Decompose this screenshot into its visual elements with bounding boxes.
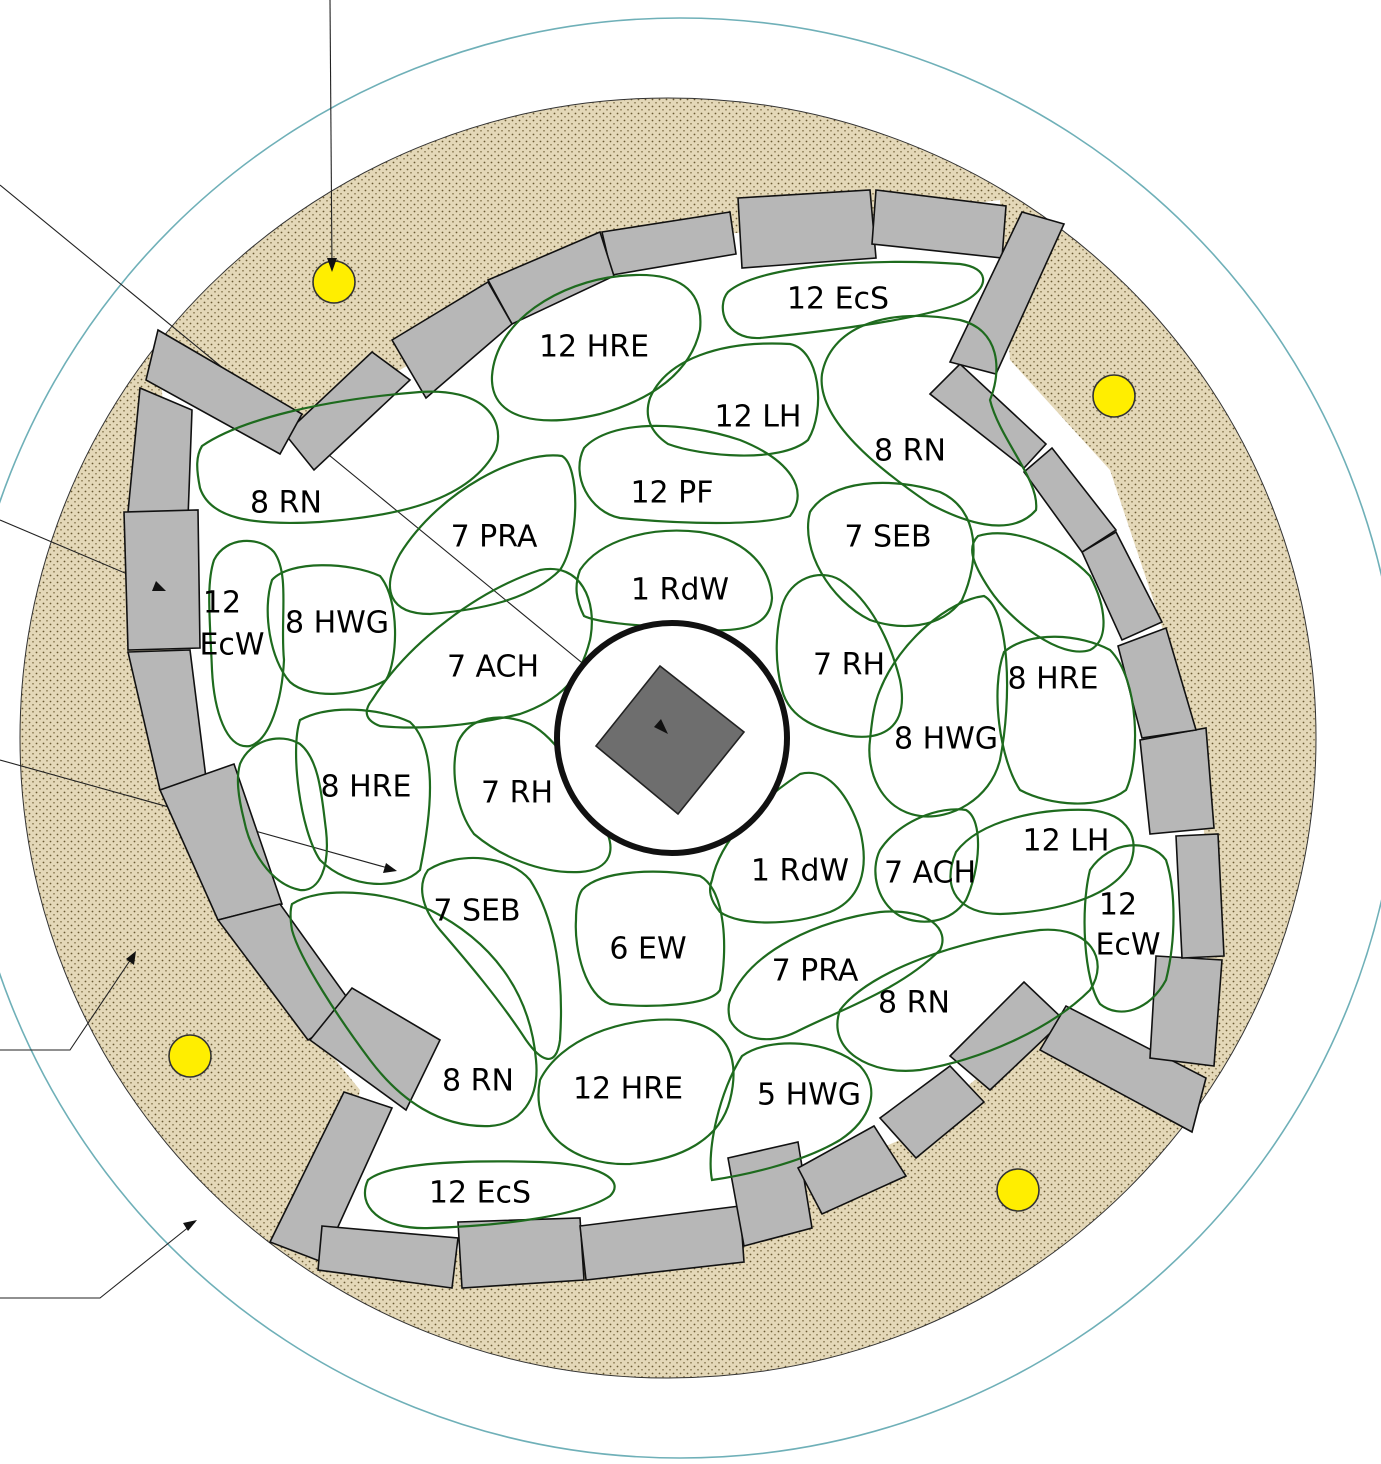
- wall-stone: [158, 762, 284, 921]
- bed-label: 7 SEB: [844, 520, 931, 555]
- bed-label: 12 PF: [630, 476, 713, 511]
- drift-outline: [289, 891, 538, 1128]
- drift-outline: [388, 454, 577, 616]
- wall-stone: [1038, 1004, 1207, 1134]
- wall-stone: [737, 189, 877, 269]
- wall-stone: [283, 350, 412, 472]
- drift-outline: [236, 737, 328, 892]
- center-square: [594, 664, 746, 816]
- drift-outline: [537, 1018, 735, 1166]
- wall-stone: [127, 386, 193, 519]
- bed-label: 12 HRE: [573, 1072, 683, 1107]
- boulder-marker: [996, 1168, 1040, 1212]
- drift-outline: [775, 573, 903, 738]
- drift-outline: [574, 870, 726, 1007]
- stone-wall: [123, 189, 1225, 1289]
- drift-outline: [971, 532, 1105, 653]
- drift-outline: [836, 928, 1099, 1072]
- arrowhead: [183, 1220, 197, 1231]
- drift-outline: [868, 594, 1009, 818]
- bed-label: 8 RN: [442, 1064, 514, 1099]
- bed-label: 7 ACH: [884, 856, 976, 891]
- boulder-marker: [312, 260, 356, 304]
- arrowhead: [654, 719, 668, 734]
- wall-stone: [727, 1141, 813, 1247]
- drift-outline: [949, 808, 1135, 916]
- bed-label: 6 EW: [609, 932, 686, 967]
- drift-outline: [208, 539, 286, 748]
- bed-label: 7 RH: [813, 648, 885, 683]
- drift-outline: [820, 314, 1038, 527]
- drift-outline: [490, 273, 702, 422]
- wall-stone: [878, 1064, 986, 1160]
- bed-label: 12 LH: [715, 400, 802, 435]
- bed-label: 7 PRA: [451, 520, 538, 555]
- bed-label: EcW: [1095, 928, 1160, 963]
- drift-outline: [295, 708, 432, 886]
- drift-outline: [874, 808, 980, 923]
- boulder-marker: [1092, 374, 1136, 418]
- wall-stone: [1022, 446, 1118, 554]
- bed-label: 8 HWG: [894, 722, 998, 757]
- planting-drifts: [196, 260, 1175, 1230]
- wall-stone: [1149, 955, 1223, 1067]
- drift-outline: [721, 260, 985, 340]
- bed-label: 12: [1099, 888, 1137, 923]
- drift-outline: [578, 424, 799, 525]
- drift-outline: [365, 567, 593, 729]
- drift-outline: [421, 856, 563, 1061]
- wall-stone: [308, 986, 442, 1112]
- bed-label: 1 RdW: [751, 854, 849, 889]
- bed-label: 7 ACH: [447, 650, 539, 685]
- bed-label: 7 RH: [481, 776, 553, 811]
- wall-stone: [317, 1225, 459, 1289]
- wall-stone: [390, 280, 514, 400]
- wall-stone: [579, 1205, 745, 1281]
- drift-outline: [709, 1042, 873, 1182]
- drift-outline: [646, 342, 820, 457]
- bed-label: 1 RdW: [631, 573, 729, 608]
- drift-outline: [453, 716, 612, 874]
- drift-outline: [196, 390, 500, 525]
- wall-stone: [1139, 727, 1215, 835]
- wall-stone: [123, 509, 201, 651]
- drift-outline: [363, 1160, 616, 1230]
- bed-label: 8 HWG: [285, 606, 389, 641]
- bed-label: 8 RN: [878, 986, 950, 1021]
- bed-label: 12 HRE: [539, 330, 649, 365]
- bed-label: 8 RN: [874, 434, 946, 469]
- arrowhead: [126, 951, 136, 965]
- bed-label: 8 RN: [250, 486, 322, 521]
- wall-stone: [1175, 833, 1225, 959]
- wall-stone: [1080, 530, 1164, 642]
- bed-label: 7 PRA: [772, 954, 859, 989]
- bed-label: 12 EcS: [787, 282, 889, 317]
- arrowhead: [327, 258, 337, 272]
- bed-label: 7 SEB: [433, 894, 520, 929]
- bed-label: 12 EcS: [429, 1176, 531, 1211]
- wall-stone: [928, 362, 1048, 470]
- arrowhead: [383, 863, 397, 873]
- outer-ring: [0, 17, 1381, 1459]
- wall-stone: [457, 1217, 585, 1289]
- bed-label: 8 HRE: [321, 770, 412, 805]
- drift-outline: [807, 481, 975, 628]
- pointer-arrowheads: [126, 258, 668, 1231]
- bed-label: 12 LH: [1023, 824, 1110, 859]
- drift-outline: [1083, 844, 1175, 1013]
- wall-stone: [796, 1124, 908, 1216]
- drift-outline: [727, 910, 944, 1041]
- bed-label: 12: [203, 586, 241, 621]
- bed-label: EcW: [199, 628, 264, 663]
- arrowhead: [152, 581, 166, 591]
- wall-stone: [145, 328, 304, 456]
- bed-labels: 12 EcS 12 HRE 12 LH 8 RN 8 RN 12 PF 7 PR…: [199, 282, 1160, 1211]
- boulder-marker: [168, 1034, 212, 1078]
- bed-label: 5 HWG: [757, 1078, 861, 1113]
- drift-outline: [575, 529, 774, 632]
- bed-label: 8 HRE: [1008, 662, 1099, 697]
